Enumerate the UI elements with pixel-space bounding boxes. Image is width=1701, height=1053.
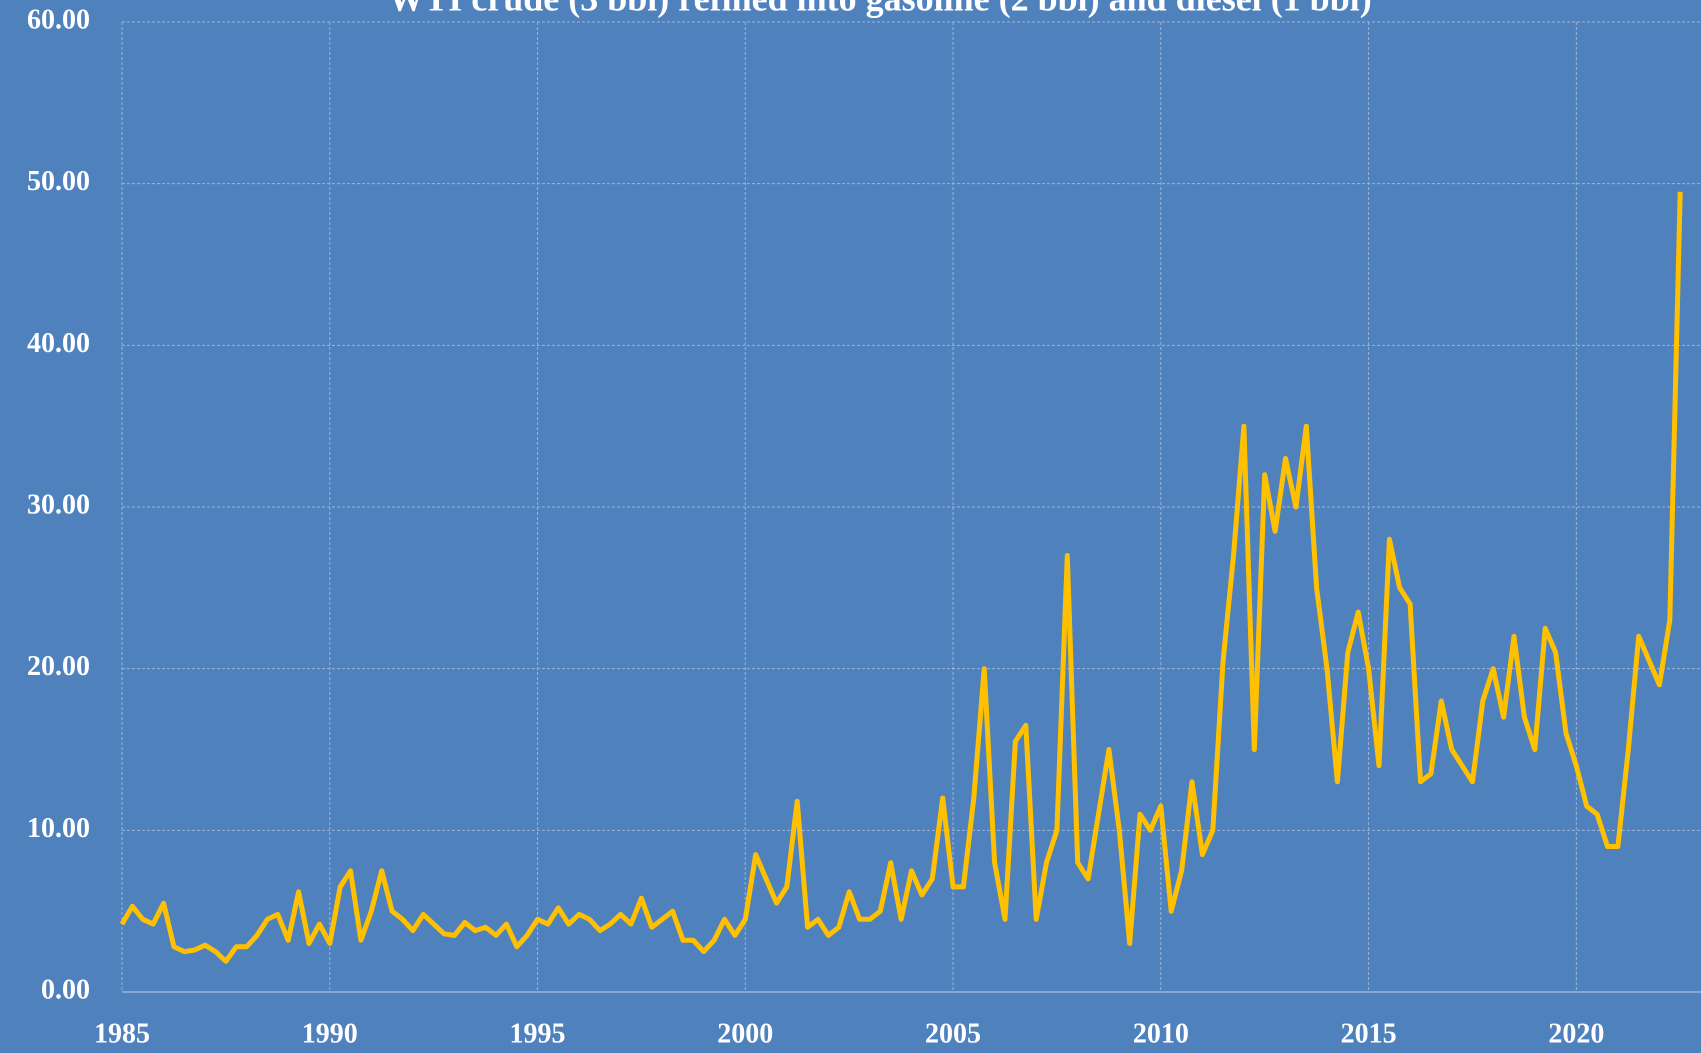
chart-title: WTI crude (3 bbl) refined into gasoline … [388, 0, 1371, 18]
y-tick-label: 40.00 [27, 328, 90, 359]
x-tick-label: 1985 [94, 1018, 150, 1049]
series-line [119, 191, 1683, 964]
y-tick-label: 0.00 [41, 974, 90, 1005]
x-tick-label: 2010 [1133, 1018, 1189, 1049]
y-tick-label: 60.00 [27, 4, 90, 35]
y-tick-label: 30.00 [27, 489, 90, 520]
x-tick-label: 2020 [1548, 1018, 1604, 1049]
y-tick-label: 20.00 [27, 651, 90, 682]
x-tick-label: 2015 [1341, 1018, 1397, 1049]
x-tick-label: 1995 [510, 1018, 566, 1049]
x-tick-label: 1990 [302, 1018, 358, 1049]
y-tick-label: 50.00 [27, 166, 90, 197]
x-tick-label: 2000 [717, 1018, 773, 1049]
x-tick-label: 2005 [925, 1018, 981, 1049]
y-tick-label: 10.00 [27, 813, 90, 844]
